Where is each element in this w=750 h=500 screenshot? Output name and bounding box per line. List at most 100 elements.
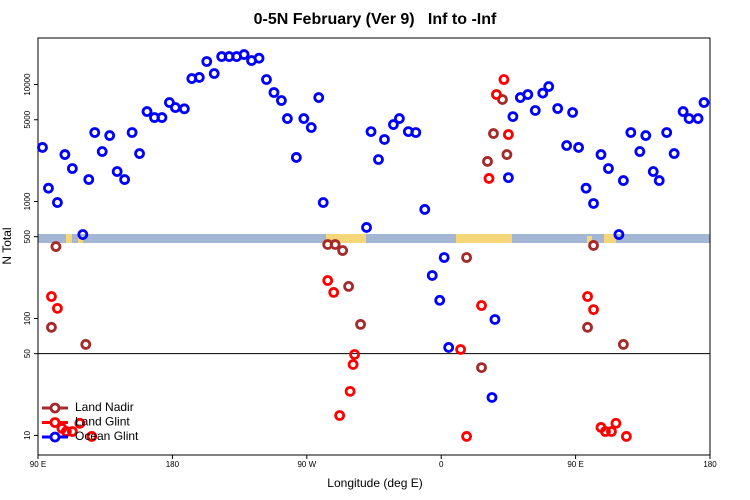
data-point [647,166,659,177]
data-point [178,103,190,115]
land-strip [78,236,83,243]
legend-marker [49,431,61,443]
data-point [169,102,181,113]
data-point [461,252,472,263]
data-point [388,119,399,130]
data-point [126,127,138,138]
data-point [529,105,541,116]
data-point [238,49,250,60]
data-point [268,87,280,98]
data-point [610,417,622,429]
data-point [281,113,293,124]
data-point [313,92,325,103]
data-point [365,126,377,137]
data-point [46,321,57,333]
legend-marker [49,417,61,428]
y-tick-label: 10000 [23,73,32,96]
data-point [355,318,366,330]
data-point [476,300,487,311]
data-point [426,270,438,281]
data-point [582,291,593,302]
data-point [537,87,549,99]
data-point [104,130,116,141]
data-point [613,229,625,240]
legend-label: Land Nadir [75,400,134,414]
data-point [37,142,48,153]
data-point [74,417,86,429]
x-tick-label: 180 [166,460,180,469]
ocean-strip [38,234,710,243]
data-point [582,321,593,333]
data-point [567,107,579,118]
data-point [337,245,349,256]
data-point [603,163,614,174]
data-point [588,240,599,251]
data-point [588,304,599,316]
data-point [419,204,431,215]
data-point [661,127,673,138]
data-point [334,410,346,421]
data-point [347,359,359,370]
legend-label: Land Glint [75,415,130,429]
data-point [343,280,355,292]
y-axis-label: N Total [0,227,14,264]
data-point [253,52,265,64]
data-point [46,291,57,302]
data-point [683,113,695,124]
data-point [443,342,455,353]
data-point [66,426,78,437]
data-point [502,129,514,140]
y-tick-label: 5000 [23,110,32,128]
data-point [410,127,422,138]
data-point [486,392,498,403]
y-tick-label: 10 [23,430,32,439]
data-point [141,106,153,117]
y-tick-label: 50 [23,349,32,358]
data-point [83,174,95,185]
data-point [156,112,168,123]
land-strip [66,234,72,243]
x-tick-label: 180 [703,460,717,469]
data-point [379,134,390,145]
data-point [588,198,599,209]
data-point [134,148,145,159]
data-point [522,89,534,100]
data-point [561,140,573,151]
data-point [59,149,71,160]
data-point [96,146,108,157]
data-point [438,252,450,263]
data-point [276,95,287,106]
land-strip [456,234,512,243]
data-point [328,287,340,298]
data-point [543,81,555,92]
y-tick-label: 500 [23,229,32,243]
data-point [617,175,629,186]
data-point [290,152,302,163]
data-point [193,72,205,83]
data-point [600,426,611,437]
data-point [488,128,499,139]
data-point [261,74,272,85]
data-point [344,385,356,397]
data-point [373,154,384,165]
data-point [580,182,592,194]
data-point [329,239,341,250]
data-point [50,241,62,252]
data-point [66,163,78,174]
y-tick-label: 100 [23,311,32,325]
x-tick-label: 90 W [297,460,316,469]
data-point [617,339,629,350]
data-point [317,197,329,208]
land-strip [604,234,616,243]
data-point [434,294,446,306]
data-point [461,431,472,442]
legend-label: Ocean Glint [75,429,139,443]
data-point [349,349,360,360]
data-point [119,174,131,185]
land-strip [326,234,366,243]
data-point [208,68,220,79]
data-point [52,197,63,208]
land-strip [587,236,592,243]
data-point [595,149,607,160]
data-point [620,431,632,442]
